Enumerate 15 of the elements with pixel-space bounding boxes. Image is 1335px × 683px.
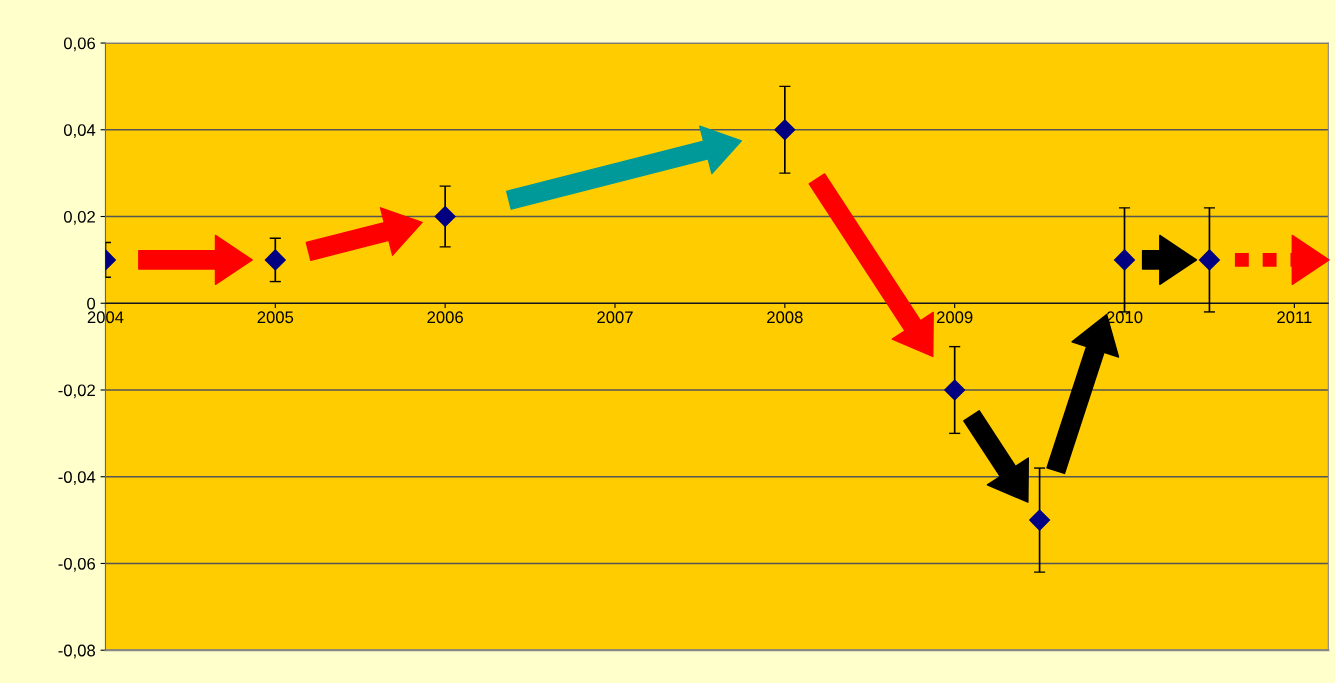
x-tick-label: 2007 [597,311,633,324]
y-tick-label: -0,04 [58,471,96,485]
x-tick-label: 2005 [257,311,294,324]
x-tick-label: 2009 [936,311,973,324]
y-tick-label: -0,06 [58,557,96,572]
y-tick-label: -0,02 [58,384,95,399]
x-tick-label: 2006 [427,311,463,324]
x-tick-label: 2010 [1106,311,1143,324]
x-tick-label: 2011 [1277,311,1312,324]
y-tick-label: 0,02 [63,210,95,225]
y-tick-label: 0 [87,297,96,310]
y-tick-label: -0,08 [58,644,96,659]
y-tick-label: 0,04 [63,124,96,138]
y-tick-label: 0,06 [63,37,96,52]
x-tick-label: 2008 [767,311,803,324]
